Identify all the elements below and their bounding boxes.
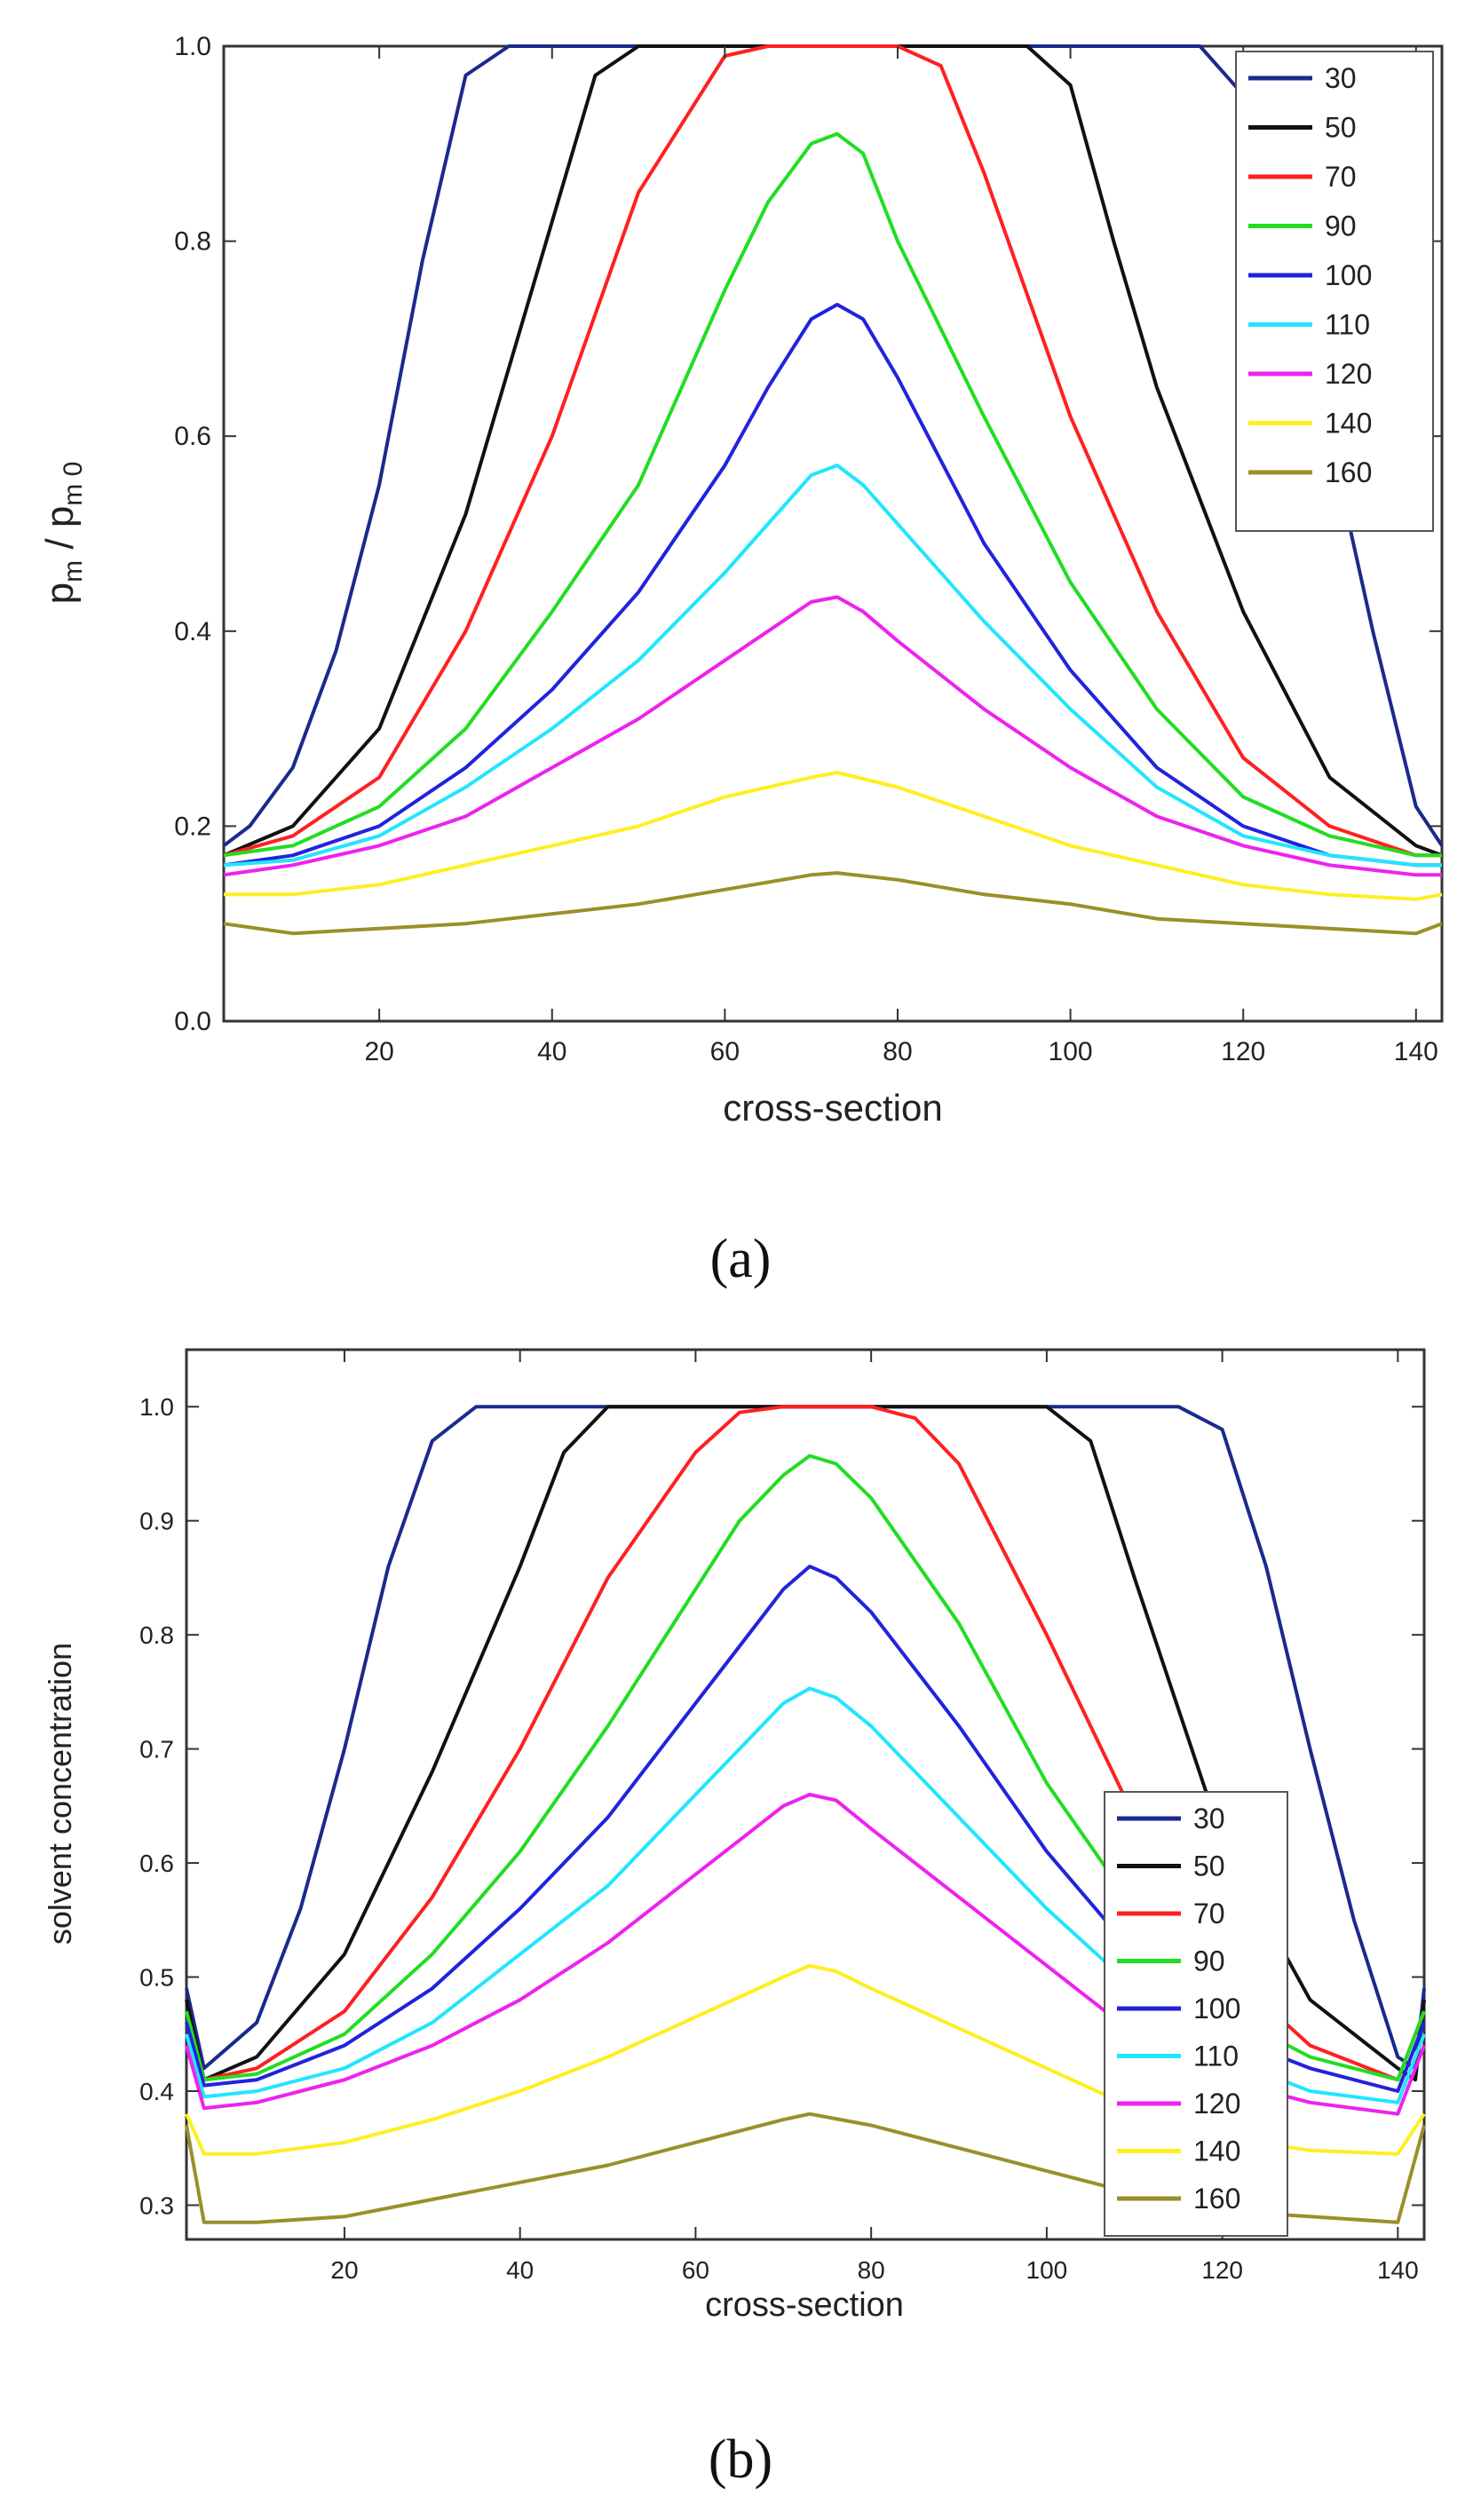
panel-a-x-tick-label: 60 bbox=[710, 1037, 740, 1066]
panel-b-y-tick-label: 0.9 bbox=[139, 1508, 174, 1535]
panel-b-legend-label-100: 100 bbox=[1193, 1993, 1240, 2025]
panel-a-x-tick-label: 80 bbox=[883, 1037, 912, 1066]
panel-b-legend-label-50: 50 bbox=[1193, 1850, 1225, 1882]
panel-b-legend-label-160: 160 bbox=[1193, 2183, 1240, 2215]
panel-b-x-tick-label: 60 bbox=[682, 2256, 709, 2284]
panel-b-legend-label-140: 140 bbox=[1193, 2136, 1240, 2167]
panel-a-x-tick-label: 120 bbox=[1221, 1037, 1265, 1066]
panel-b-chart: 20 40 60 80 100 120 140 0.3 0.4 0.5 0.6 0.7 0.8 0.9 1.… bbox=[42, 1348, 1426, 2490]
panel-b-series-30 bbox=[185, 1405, 1426, 2071]
panel-b-x-tick-label: 40 bbox=[506, 2256, 534, 2284]
panel-a-x-tick-label: 40 bbox=[537, 1037, 566, 1066]
panel-a-y-tick-label: 0.0 bbox=[174, 1007, 211, 1036]
panel-a-legend-label-100: 100 bbox=[1325, 259, 1372, 291]
panel-a-chart: 20 40 60 80 100 120 140 0.0 0.2 0.4 0.6 0.8 1.0 cros… bbox=[38, 32, 1444, 1289]
panel-a-y-tick-label: 0.4 bbox=[174, 617, 211, 646]
panel-b-y-tick-label: 0.3 bbox=[139, 2191, 174, 2219]
panel-a-label: (a) bbox=[710, 1229, 772, 1289]
panel-b-legend: 30 50 70 90 100 110 120 140 160 bbox=[1104, 1791, 1288, 2237]
panel-b-y-tick-label: 0.4 bbox=[139, 2078, 174, 2105]
panel-b-y-tick-label: 0.7 bbox=[139, 1736, 174, 1763]
panel-a-legend-label-140: 140 bbox=[1325, 408, 1372, 440]
panel-a-legend-label-160: 160 bbox=[1325, 456, 1372, 488]
panel-a-x-tick-label: 100 bbox=[1049, 1037, 1093, 1066]
panel-b-x-axis-label: cross-section bbox=[705, 2286, 904, 2324]
panel-b-label: (b) bbox=[709, 2429, 772, 2490]
panel-a-series-160 bbox=[223, 871, 1443, 936]
panel-a-x-axis-label: cross-section bbox=[723, 1087, 942, 1129]
panel-b-x-tick-label: 80 bbox=[858, 2256, 885, 2284]
panel-a-series-90 bbox=[223, 131, 1442, 858]
panel-a-series-50 bbox=[223, 44, 1443, 858]
panel-b-legend-label-70: 70 bbox=[1193, 1898, 1225, 1930]
panel-b-legend-label-30: 30 bbox=[1193, 1803, 1225, 1835]
panel-a-series-110 bbox=[223, 464, 1442, 868]
panel-a-series-140 bbox=[224, 771, 1443, 901]
panel-b-y-axis-label: solvent concentration bbox=[42, 1643, 78, 1945]
panel-b-x-tick-label: 140 bbox=[1377, 2256, 1419, 2284]
panel-a-legend-label-90: 90 bbox=[1325, 210, 1357, 242]
panel-b-x-tick-label: 120 bbox=[1201, 2256, 1243, 2284]
panel-a-y-tick-label: 1.0 bbox=[174, 32, 211, 61]
panel-a-legend-label-30: 30 bbox=[1325, 62, 1357, 94]
panel-a-series-120 bbox=[223, 595, 1442, 877]
panel-b-y-tick-label: 1.0 bbox=[139, 1393, 174, 1421]
panel-b-y-tick-label: 0.8 bbox=[139, 1621, 174, 1649]
panel-a-legend-label-50: 50 bbox=[1325, 112, 1357, 144]
panel-b-legend-label-110: 110 bbox=[1193, 2041, 1239, 2072]
panel-a-ticks: 20 40 60 80 100 120 140 0.0 0.2 0.4 0.6 0.8 1.0 bbox=[174, 32, 1442, 1066]
panel-a-series-group bbox=[222, 44, 1444, 936]
panel-a-y-axis-label: pm / pm 0 bbox=[38, 462, 88, 605]
panel-a-legend-label-120: 120 bbox=[1325, 358, 1372, 390]
panel-a-y-tick-label: 0.6 bbox=[174, 422, 211, 451]
panel-b-x-tick-label: 20 bbox=[330, 2256, 358, 2284]
panel-a-y-tick-label: 0.8 bbox=[174, 227, 211, 257]
panel-a-legend-label-70: 70 bbox=[1325, 161, 1357, 193]
panel-a-x-tick-label: 140 bbox=[1394, 1037, 1438, 1066]
panel-a-y-tick-label: 0.2 bbox=[174, 812, 211, 841]
panel-a-series-100 bbox=[223, 303, 1442, 868]
panel-a-legend: 30 50 70 90 100 110 120 140 160 bbox=[1235, 51, 1434, 532]
panel-b-x-tick-label: 100 bbox=[1026, 2256, 1068, 2284]
panel-b-ticks: 20 40 60 80 100 120 140 0.3 0.4 0.5 0.6 0.7 0.8 0.9 1.… bbox=[139, 1350, 1424, 2284]
panel-a-legend-label-110: 110 bbox=[1325, 309, 1370, 341]
panel-b-legend-label-120: 120 bbox=[1193, 2088, 1240, 2120]
panel-b-y-tick-label: 0.6 bbox=[139, 1850, 174, 1877]
panel-a-x-tick-label: 20 bbox=[364, 1037, 393, 1066]
panel-b-legend-label-90: 90 bbox=[1193, 1945, 1225, 1977]
panel-b-y-tick-label: 0.5 bbox=[139, 1964, 174, 1992]
panel-a-legend-box bbox=[1235, 51, 1434, 532]
